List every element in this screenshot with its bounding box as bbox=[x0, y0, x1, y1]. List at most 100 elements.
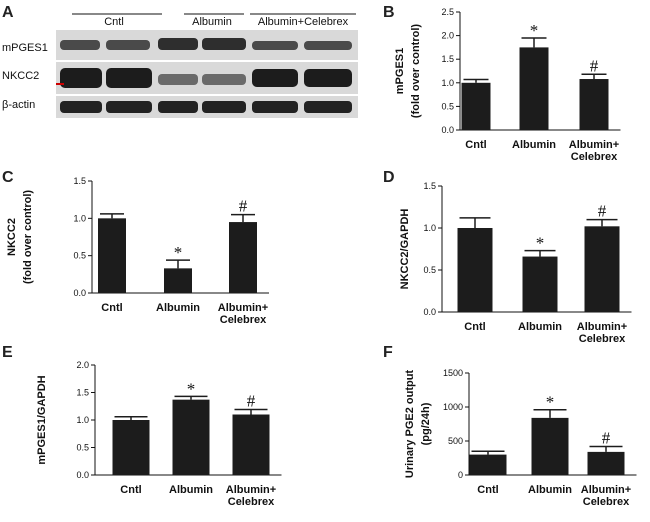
blot-row-beta-actin: β-actin bbox=[2, 99, 35, 111]
category-label: Albumin+ bbox=[218, 302, 268, 314]
y-tick-label: 0.0 bbox=[76, 470, 89, 480]
significance-mark: * bbox=[536, 234, 545, 253]
chart-b: 0.0 0.5 1.0 1.5 2.0 2.5 mPGES1 (fold over contr… bbox=[394, 7, 621, 163]
category-label: Albumin bbox=[528, 484, 572, 496]
blot-group-cntl: Cntl bbox=[104, 16, 124, 28]
bar bbox=[232, 414, 270, 475]
band bbox=[202, 38, 246, 50]
bar bbox=[457, 228, 493, 312]
significance-mark: * bbox=[530, 21, 539, 40]
chart-f: 0 500 1000 1500 Urinary PGE2 output (pg/24h) C… bbox=[404, 368, 637, 508]
category-label: Albumin bbox=[169, 484, 213, 496]
band bbox=[304, 69, 352, 87]
significance-mark: * bbox=[546, 393, 555, 412]
significance-mark: # bbox=[239, 197, 248, 216]
y-axis-label: (pg/24h) bbox=[420, 402, 432, 445]
chart-c: 0.0 0.5 1.0 1.5 NKCC2 (fold over control) Cntl… bbox=[6, 176, 269, 326]
y-tick-label: 1.5 bbox=[441, 54, 454, 64]
band bbox=[202, 101, 246, 113]
significance-mark: # bbox=[590, 56, 599, 75]
y-tick-label: 1.0 bbox=[76, 415, 89, 425]
category-label: Albumin+ bbox=[581, 484, 631, 496]
y-axis-label: NKCC2/GAPDH bbox=[399, 209, 411, 290]
bar bbox=[584, 226, 620, 312]
band bbox=[158, 74, 198, 85]
y-axis-label: mPGES1/GAPDH bbox=[36, 375, 48, 464]
blot-row-mpges1: mPGES1 bbox=[2, 42, 48, 54]
band bbox=[60, 101, 102, 113]
bands-nkcc2 bbox=[60, 68, 352, 88]
y-tick-label: 2.0 bbox=[76, 360, 89, 370]
significance-mark: * bbox=[174, 243, 183, 262]
category-label: Cntl bbox=[477, 484, 498, 496]
category-label: Albumin bbox=[512, 139, 556, 151]
y-tick-label: 1.5 bbox=[73, 176, 86, 186]
category-label: Albumin+ bbox=[569, 139, 619, 151]
y-tick-label: 1.0 bbox=[423, 223, 436, 233]
band bbox=[60, 68, 102, 88]
band bbox=[60, 40, 100, 50]
bar bbox=[519, 47, 549, 130]
bar bbox=[579, 79, 609, 130]
band bbox=[304, 101, 352, 113]
y-axis-label: mPGES1 bbox=[394, 48, 406, 94]
bar bbox=[461, 82, 491, 130]
significance-mark: # bbox=[247, 392, 256, 411]
category-label: Cntl bbox=[465, 139, 486, 151]
y-axis-label: (fold over control) bbox=[410, 24, 422, 118]
bands-mpges1 bbox=[60, 38, 352, 50]
bar bbox=[587, 451, 625, 475]
panel-e-label: E bbox=[2, 344, 13, 361]
band bbox=[158, 38, 198, 50]
bar bbox=[531, 417, 569, 475]
blot-row-nkcc2: NKCC2 bbox=[2, 70, 39, 82]
y-tick-label: 0.0 bbox=[441, 125, 454, 135]
y-tick-label: 1.5 bbox=[76, 388, 89, 398]
y-axis-label: Urinary PGE2 output bbox=[404, 370, 416, 479]
category-label: Albumin+ bbox=[577, 321, 627, 333]
band bbox=[202, 74, 246, 85]
bar bbox=[469, 454, 507, 475]
panel-a: A Cntl Albumin Albumin+Celebrex mPGES1 N… bbox=[2, 4, 358, 118]
category-label: Celebrex bbox=[220, 314, 267, 326]
band bbox=[106, 68, 152, 88]
bar bbox=[112, 420, 150, 475]
band bbox=[252, 101, 298, 113]
category-label: Celebrex bbox=[583, 496, 630, 508]
y-tick-label: 500 bbox=[448, 436, 463, 446]
category-label: Albumin+ bbox=[226, 484, 276, 496]
bar bbox=[229, 222, 257, 293]
panel-c-label: C bbox=[2, 169, 14, 186]
y-tick-label: 1.5 bbox=[423, 181, 436, 191]
significance-mark: # bbox=[598, 202, 607, 221]
y-tick-label: 1.0 bbox=[441, 78, 454, 88]
bands-beta-actin bbox=[60, 101, 352, 113]
band bbox=[304, 41, 352, 50]
panel-b-label: B bbox=[383, 4, 395, 21]
panel-f-label: F bbox=[383, 344, 393, 361]
chart-d: 0.0 0.5 1.0 1.5 NKCC2/GAPDH Cntl * Albumin # Albu… bbox=[399, 181, 632, 345]
y-tick-label: 2.0 bbox=[441, 31, 454, 41]
chart-e: 0.0 0.5 1.0 1.5 2.0 mPGES1/GAPDH Cntl * Albumin #… bbox=[36, 360, 282, 508]
y-tick-label: 0.5 bbox=[73, 251, 86, 261]
band bbox=[252, 69, 298, 87]
category-label: Celebrex bbox=[571, 151, 618, 163]
category-label: Albumin bbox=[156, 302, 200, 314]
y-tick-label: 0.0 bbox=[423, 307, 436, 317]
y-tick-label: 0.0 bbox=[73, 288, 86, 298]
significance-mark: * bbox=[187, 379, 196, 398]
blot-group-albumin: Albumin bbox=[192, 16, 232, 28]
band bbox=[158, 101, 198, 113]
category-label: Celebrex bbox=[228, 496, 275, 508]
y-tick-label: 1000 bbox=[443, 402, 463, 412]
category-label: Cntl bbox=[120, 484, 141, 496]
panel-a-label: A bbox=[2, 4, 14, 21]
panel-d-label: D bbox=[383, 169, 395, 186]
band bbox=[106, 101, 152, 113]
y-axis-label: (fold over control) bbox=[22, 190, 34, 284]
y-tick-label: 2.5 bbox=[441, 7, 454, 17]
y-tick-label: 1.0 bbox=[73, 213, 86, 223]
category-label: Albumin bbox=[518, 321, 562, 333]
significance-mark: # bbox=[602, 428, 611, 447]
